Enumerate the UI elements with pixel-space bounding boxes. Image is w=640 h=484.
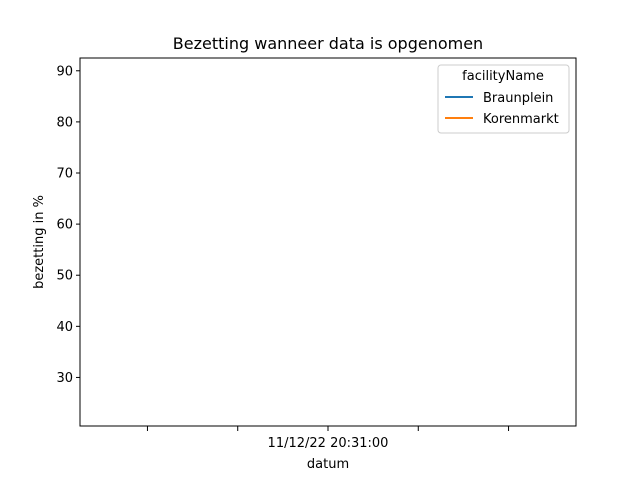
- legend-title: facilityName: [462, 69, 544, 84]
- y-tick-label-2: 50: [56, 269, 73, 284]
- legend-label-0: Braunplein: [483, 91, 553, 106]
- legend-label-1: Korenmarkt: [483, 112, 559, 127]
- y-tick-label-3: 60: [56, 218, 73, 233]
- chart-title: Bezetting wanneer data is opgenomen: [173, 34, 483, 53]
- y-tick-label-1: 40: [56, 320, 73, 335]
- x-axis-label: datum: [307, 457, 349, 472]
- x-tick-label-2: 11/12/22 20:31:00: [268, 436, 389, 451]
- legend-entries: Braunplein Korenmarkt: [445, 91, 559, 127]
- legend-box: [437, 64, 570, 134]
- y-axis: 30 40 50 60 70 80 90: [56, 64, 80, 386]
- y-tick-label-5: 80: [56, 115, 73, 130]
- y-tick-label-6: 90: [56, 64, 73, 79]
- y-tick-label-0: 30: [56, 371, 73, 386]
- y-tick-label-4: 70: [56, 167, 73, 182]
- legend: facilityName Braunplein Korenmarkt: [437, 64, 570, 134]
- y-axis-label: bezetting in %: [32, 195, 47, 289]
- x-axis: 11/12/22 20:31:00: [146, 426, 510, 451]
